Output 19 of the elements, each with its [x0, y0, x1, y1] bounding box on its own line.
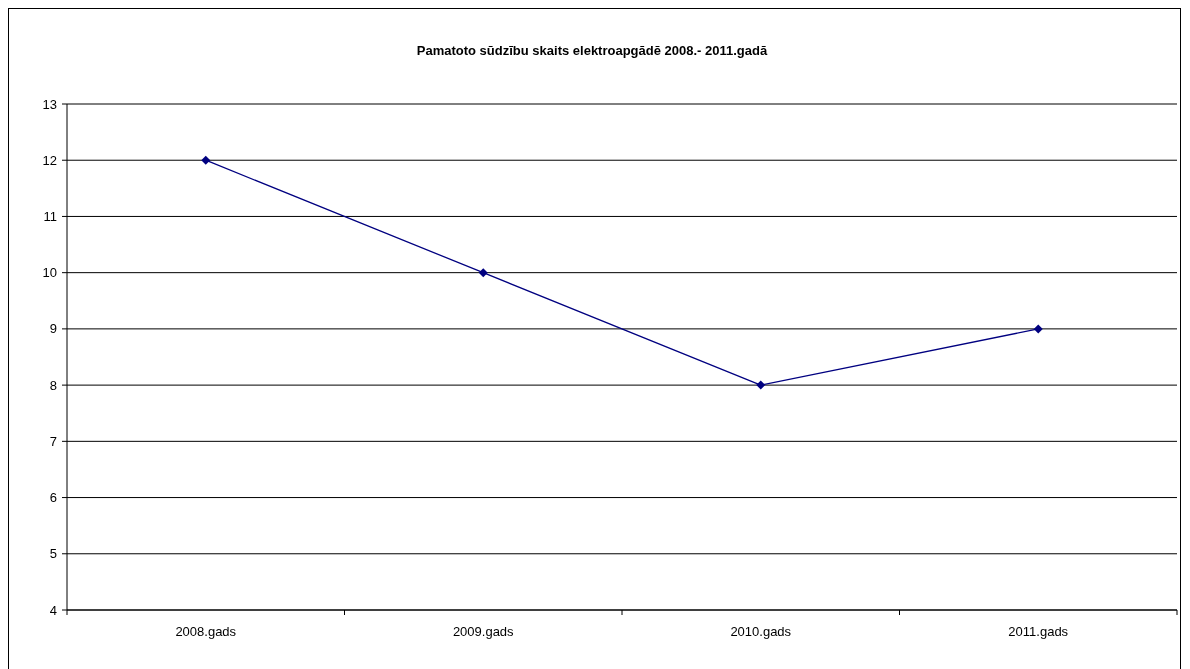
x-tick-label: 2010.gads [730, 624, 792, 639]
y-tick-label: 11 [43, 208, 57, 224]
y-tick-label: 8 [49, 377, 57, 393]
y-tick-label: 7 [49, 433, 57, 449]
y-tick-label: 6 [49, 490, 57, 506]
y-tick-label: 13 [42, 96, 57, 112]
x-tick-label: 2008.gads [175, 624, 237, 639]
y-tick-label: 9 [49, 321, 57, 337]
chart-title: Pamatoto sūdzību skaits elektroapgādē 2008.- 2011.gadā [416, 43, 768, 58]
x-tick-label: 2009.gads [452, 624, 515, 639]
point [201, 155, 211, 165]
y-tick-label: 5 [49, 546, 57, 562]
point [756, 380, 766, 390]
x-tick-label: 2011.gads [1008, 624, 1069, 639]
y-tick-label: 10 [42, 265, 57, 281]
point [1033, 324, 1043, 334]
point [478, 268, 488, 278]
y-tick-label: 12 [42, 152, 57, 168]
y-tick-label: 4 [49, 602, 57, 618]
